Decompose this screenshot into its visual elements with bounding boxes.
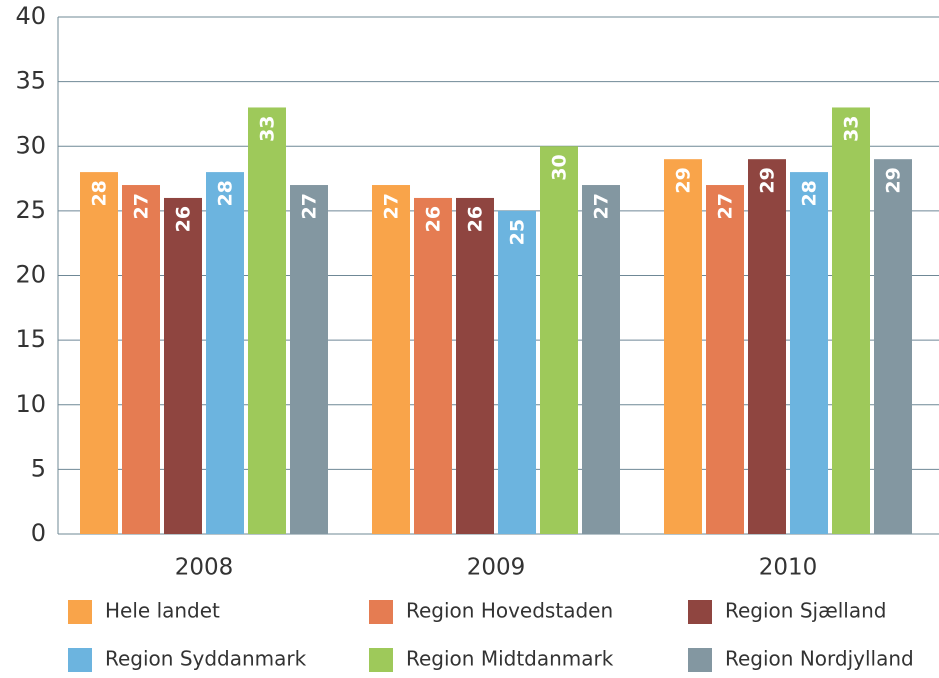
value-label: 28 — [215, 180, 237, 206]
x-tick-label: 2009 — [467, 555, 526, 581]
legend-swatch — [688, 600, 712, 624]
bar — [248, 107, 286, 534]
y-tick-label: 30 — [15, 131, 46, 159]
value-label: 26 — [423, 206, 445, 232]
bar — [748, 159, 786, 535]
bar — [664, 159, 702, 535]
legend-swatch — [68, 600, 92, 624]
value-label: 26 — [173, 206, 195, 232]
bar — [706, 185, 744, 534]
value-label: 28 — [799, 180, 821, 206]
bar — [540, 146, 578, 534]
bar — [80, 172, 118, 534]
y-tick-label: 0 — [31, 519, 46, 547]
bar — [164, 197, 202, 534]
value-label: 27 — [381, 193, 403, 219]
y-tick-label: 15 — [15, 325, 46, 353]
y-tick-label: 10 — [15, 390, 46, 418]
value-label: 30 — [549, 154, 571, 180]
value-label: 27 — [715, 193, 737, 219]
legend-label: Hele landet — [105, 599, 220, 623]
legend-label: Region Syddanmark — [105, 647, 307, 671]
legend-swatch — [369, 600, 393, 624]
legend-label: Region Midtdanmark — [406, 647, 614, 671]
bar — [874, 159, 912, 535]
value-label: 33 — [257, 115, 279, 141]
legend-label: Region Sjælland — [725, 599, 886, 623]
x-tick-label: 2008 — [175, 555, 234, 581]
y-tick-label: 5 — [31, 454, 46, 482]
bar — [790, 172, 828, 534]
legend-swatch — [369, 648, 393, 672]
bar — [206, 172, 244, 534]
y-tick-label: 35 — [15, 67, 46, 95]
value-label: 28 — [89, 180, 111, 206]
y-tick-label: 20 — [15, 261, 46, 289]
value-label: 25 — [507, 219, 529, 245]
bar — [290, 185, 328, 534]
legend-label: Region Hovedstaden — [406, 599, 613, 623]
value-label: 33 — [841, 115, 863, 141]
legend-swatch — [688, 648, 712, 672]
legend-label: Region Nordjylland — [725, 647, 914, 671]
bar — [372, 185, 410, 534]
y-tick-label: 40 — [15, 2, 46, 30]
bar — [832, 107, 870, 534]
value-label: 27 — [131, 193, 153, 219]
y-tick-label: 25 — [15, 196, 46, 224]
bar — [122, 185, 160, 534]
value-label: 29 — [673, 167, 695, 193]
bar — [414, 197, 452, 534]
value-label: 27 — [591, 193, 613, 219]
value-label: 27 — [299, 193, 321, 219]
x-tick-label: 2010 — [759, 555, 818, 581]
bar — [498, 210, 536, 534]
bar — [582, 185, 620, 534]
value-label: 26 — [465, 206, 487, 232]
legend-swatch — [68, 648, 92, 672]
bar — [456, 197, 494, 534]
value-label: 29 — [757, 167, 779, 193]
value-label: 29 — [883, 167, 905, 193]
